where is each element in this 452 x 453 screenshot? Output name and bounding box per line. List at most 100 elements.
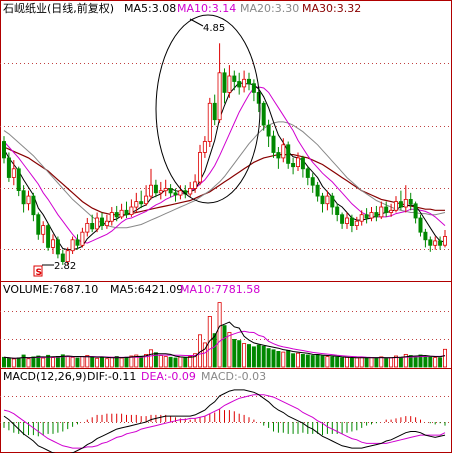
candle-body bbox=[148, 184, 153, 197]
candle bbox=[51, 234, 56, 254]
candle bbox=[85, 217, 90, 237]
candle-body bbox=[163, 188, 168, 192]
candle bbox=[413, 201, 418, 224]
candle bbox=[212, 94, 217, 126]
candle bbox=[104, 214, 109, 229]
candle-body bbox=[261, 102, 266, 126]
candle-body bbox=[70, 239, 75, 252]
volume-bar bbox=[148, 349, 153, 368]
candle bbox=[114, 205, 119, 222]
volume-bar bbox=[442, 348, 447, 368]
candle-body bbox=[340, 214, 345, 224]
candle bbox=[276, 147, 281, 169]
candle-body bbox=[75, 239, 80, 246]
volume-bar bbox=[153, 352, 158, 368]
volume-bar bbox=[335, 356, 340, 368]
volume-bar bbox=[173, 357, 178, 368]
candle-body bbox=[364, 214, 369, 219]
high-marker-label: 4.85 bbox=[203, 23, 225, 34]
price-gridlines bbox=[0, 63, 452, 250]
candle bbox=[340, 212, 345, 229]
candle-body bbox=[242, 78, 247, 88]
candle bbox=[379, 201, 384, 220]
candle bbox=[202, 136, 207, 158]
candle-body bbox=[6, 157, 11, 178]
candle bbox=[129, 199, 134, 217]
candle-body bbox=[389, 209, 394, 213]
ma5-line bbox=[3, 82, 446, 251]
candle bbox=[46, 223, 51, 251]
candle bbox=[266, 119, 271, 147]
candle bbox=[144, 185, 149, 206]
candle bbox=[158, 181, 163, 200]
candle-body bbox=[178, 190, 183, 196]
candle-body bbox=[384, 206, 389, 213]
candle-body bbox=[139, 201, 144, 205]
candle-body bbox=[129, 206, 134, 215]
candle-body bbox=[168, 188, 173, 194]
macd-lines bbox=[3, 389, 446, 453]
high-marker: 4.85 bbox=[189, 18, 225, 34]
sell-signal-badge bbox=[33, 265, 43, 277]
candle bbox=[237, 72, 242, 95]
candle bbox=[300, 155, 305, 178]
candle bbox=[389, 203, 394, 217]
volume-bar bbox=[423, 355, 428, 368]
candle bbox=[232, 70, 237, 91]
candle-body bbox=[31, 195, 36, 216]
volume-bar bbox=[31, 356, 36, 368]
volume-bar bbox=[438, 357, 443, 368]
volume-bar bbox=[80, 356, 85, 368]
candle bbox=[217, 43, 222, 123]
candle-body bbox=[36, 214, 41, 235]
candle-body bbox=[315, 184, 320, 197]
candle bbox=[90, 214, 95, 233]
candle bbox=[442, 229, 447, 248]
volume-bar bbox=[212, 333, 217, 368]
candle-body bbox=[330, 195, 335, 208]
candle-body bbox=[197, 152, 202, 183]
candle bbox=[148, 168, 153, 200]
volume-bar bbox=[271, 349, 276, 368]
volume-bar bbox=[100, 357, 105, 368]
candle bbox=[374, 205, 379, 222]
candle-body bbox=[300, 157, 305, 170]
candle-body bbox=[276, 152, 281, 159]
candle bbox=[109, 207, 114, 226]
dif-label: DIF:-0.11 bbox=[87, 370, 136, 383]
candle bbox=[423, 228, 428, 248]
candle-body bbox=[379, 206, 384, 218]
volume-bar bbox=[26, 358, 31, 368]
candle bbox=[222, 68, 227, 104]
candle-body bbox=[237, 81, 242, 88]
candle-body bbox=[212, 102, 217, 121]
candle bbox=[168, 184, 173, 198]
candle bbox=[393, 196, 398, 213]
candle bbox=[95, 212, 100, 233]
candle-body bbox=[202, 141, 207, 153]
high-marker-arrow bbox=[189, 18, 204, 27]
candle-body bbox=[291, 162, 296, 168]
volume-bar bbox=[266, 348, 271, 368]
candle-body bbox=[16, 168, 21, 192]
candle-body bbox=[2, 141, 7, 159]
candle-body bbox=[271, 135, 276, 153]
volume-bar bbox=[36, 355, 41, 368]
volume-bar bbox=[16, 357, 21, 368]
volume-bar bbox=[413, 356, 418, 368]
candle bbox=[55, 236, 60, 259]
volume-bar bbox=[374, 357, 379, 368]
candle bbox=[31, 192, 36, 222]
candle-body bbox=[251, 83, 256, 93]
volume-bar bbox=[232, 338, 237, 368]
candle-body bbox=[354, 220, 359, 226]
volume-bar bbox=[256, 344, 261, 368]
candle bbox=[354, 216, 359, 230]
candle bbox=[251, 79, 256, 102]
candle bbox=[70, 236, 75, 254]
candle bbox=[6, 152, 11, 182]
candle bbox=[36, 212, 41, 240]
candle bbox=[261, 101, 266, 131]
volume-bar bbox=[163, 356, 168, 368]
volume-bar bbox=[384, 357, 389, 368]
